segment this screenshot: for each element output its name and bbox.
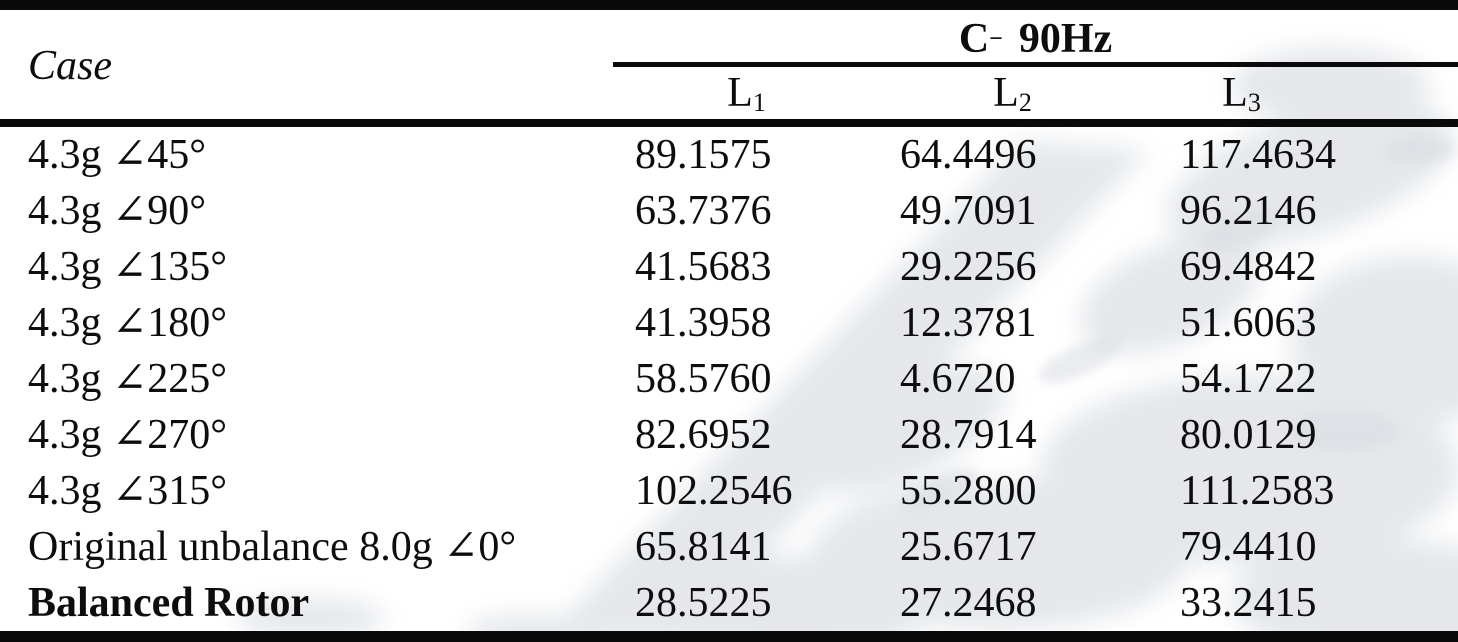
table-row: 4.3g ∠270° 82.6952 28.7914 80.0129	[0, 407, 1458, 463]
case-cell: 4.3g ∠45°	[28, 132, 206, 178]
l2-value-cell: 4.6720	[900, 356, 1016, 402]
l3-value-cell: 79.4410	[1180, 524, 1317, 570]
table-row: 4.3g ∠45° 89.1575 64.4496 117.4634	[0, 127, 1458, 183]
l3-value-cell: 80.0129	[1180, 412, 1317, 458]
case-cell: 4.3g ∠270°	[28, 412, 227, 458]
l3-value-cell: 54.1722	[1180, 356, 1317, 402]
l1-base: L	[727, 70, 753, 116]
group-header-c-90hz: C −90Hz	[613, 10, 1458, 67]
case-cell: 4.3g ∠225°	[28, 356, 227, 402]
l1-value-cell: 41.3958	[635, 300, 772, 346]
l1-value-cell: 41.5683	[635, 244, 772, 290]
l1-value-cell: 89.1575	[635, 132, 772, 178]
l2-value-cell: 25.6717	[900, 524, 1037, 570]
group-header-base: C	[958, 16, 990, 62]
table-row: 4.3g ∠90° 63.7376 49.7091 96.2146	[0, 183, 1458, 239]
table-row: 4.3g ∠315° 102.2546 55.2800 111.2583	[0, 463, 1458, 519]
case-cell: Original unbalance 8.0g ∠0°	[28, 524, 517, 570]
l1-value-cell: 58.5760	[635, 356, 772, 402]
l1-value-cell: 82.6952	[635, 412, 772, 458]
l2-value-cell: 55.2800	[900, 468, 1037, 514]
l3-value-cell: 51.6063	[1180, 300, 1317, 346]
table-top-border	[0, 0, 1458, 10]
l2-value-cell: 64.4496	[900, 132, 1037, 178]
l2-value-cell: 28.7914	[900, 412, 1037, 458]
l3-value-cell: 33.2415	[1180, 580, 1317, 626]
l2-value-cell: 27.2468	[900, 580, 1037, 626]
l3-value-cell: 69.4842	[1180, 244, 1317, 290]
table-body: 4.3g ∠45° 89.1575 64.4496 117.4634 4.3g …	[0, 127, 1458, 631]
l2-value-cell: 49.7091	[900, 188, 1037, 234]
l1-value-cell: 28.5225	[635, 580, 772, 626]
l3-value-cell: 117.4634	[1180, 132, 1336, 178]
table-row: 4.3g ∠180° 41.3958 12.3781 51.6063	[0, 295, 1458, 351]
l1-value-cell: 65.8141	[635, 524, 772, 570]
l2-value-cell: 29.2256	[900, 244, 1037, 290]
l3-value-cell: 96.2146	[1180, 188, 1317, 234]
group-header-frequency: 90Hz	[1018, 16, 1113, 62]
l2-base: L	[993, 70, 1019, 116]
l1-value-cell: 63.7376	[635, 188, 772, 234]
l1-value-cell: 102.2546	[635, 468, 793, 514]
table-row: 4.3g ∠135° 41.5683 29.2256 69.4842	[0, 239, 1458, 295]
case-cell: 4.3g ∠135°	[28, 244, 227, 290]
l3-base: L	[1222, 70, 1248, 116]
table-row: Original unbalance 8.0g ∠0° 65.8141 25.6…	[0, 519, 1458, 575]
table-row-balanced-rotor: Balanced Rotor 28.5225 27.2468 33.2415	[0, 575, 1458, 631]
case-cell: Balanced Rotor	[28, 580, 310, 626]
l2-value-cell: 12.3781	[900, 300, 1037, 346]
l3-value-cell: 111.2583	[1180, 468, 1335, 514]
case-cell: 4.3g ∠315°	[28, 468, 227, 514]
table-row: 4.3g ∠225° 58.5760 4.6720 54.1722	[0, 351, 1458, 407]
case-column-header: Case	[28, 43, 112, 89]
header-body-divider	[0, 119, 1458, 127]
table-bottom-border	[0, 631, 1458, 642]
case-cell: 4.3g ∠90°	[28, 188, 206, 234]
case-cell: 4.3g ∠180°	[28, 300, 227, 346]
